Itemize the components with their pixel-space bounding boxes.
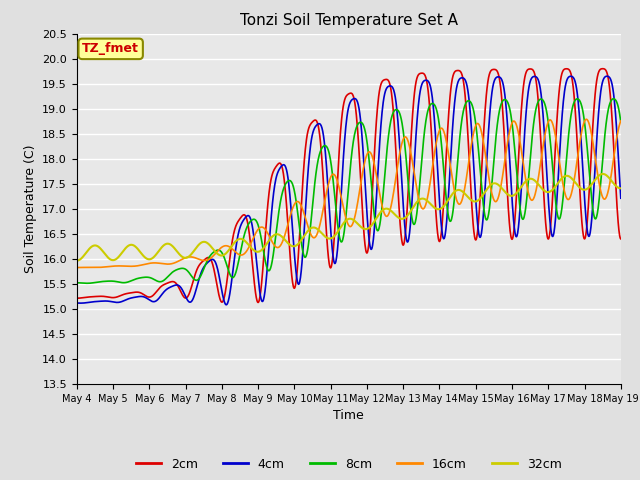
2cm (73, 295, 81, 301)
16cm (617, 118, 625, 124)
Legend: 2cm, 4cm, 8cm, 16cm, 32cm: 2cm, 4cm, 8cm, 16cm, 32cm (131, 453, 567, 476)
8cm (433, 107, 440, 112)
32cm (599, 171, 607, 177)
16cm (73, 264, 81, 270)
8cm (617, 119, 625, 125)
4cm (569, 74, 577, 80)
16cm (287, 213, 294, 219)
4cm (617, 195, 625, 201)
16cm (193, 255, 201, 261)
8cm (522, 203, 530, 208)
2cm (287, 260, 294, 266)
Y-axis label: Soil Temperature (C): Soil Temperature (C) (24, 144, 36, 273)
2cm (599, 66, 607, 72)
4cm (223, 302, 230, 308)
4cm (604, 73, 611, 79)
8cm (73, 280, 81, 286)
Line: 4cm: 4cm (77, 76, 621, 305)
4cm (73, 300, 81, 306)
8cm (287, 178, 294, 184)
16cm (568, 186, 576, 192)
4cm (522, 111, 530, 117)
Line: 16cm: 16cm (77, 120, 621, 267)
4cm (433, 147, 440, 153)
4cm (300, 234, 308, 240)
2cm (569, 81, 577, 87)
Line: 32cm: 32cm (77, 174, 621, 261)
32cm (568, 176, 576, 182)
8cm (569, 103, 577, 109)
2cm (522, 70, 530, 75)
16cm (432, 141, 440, 147)
4cm (193, 284, 201, 289)
32cm (193, 244, 201, 250)
32cm (522, 179, 529, 184)
32cm (432, 206, 440, 212)
2cm (433, 217, 440, 223)
Line: 8cm: 8cm (77, 99, 621, 283)
8cm (610, 96, 618, 102)
32cm (287, 242, 294, 248)
16cm (300, 209, 307, 215)
Line: 2cm: 2cm (77, 69, 621, 302)
32cm (73, 258, 81, 264)
32cm (300, 234, 307, 240)
X-axis label: Time: Time (333, 409, 364, 422)
16cm (582, 117, 590, 122)
4cm (287, 201, 294, 206)
Text: TZ_fmet: TZ_fmet (82, 42, 139, 55)
2cm (300, 164, 308, 169)
32cm (617, 185, 625, 191)
2cm (254, 300, 262, 305)
8cm (300, 252, 308, 258)
2cm (617, 236, 625, 242)
2cm (193, 267, 201, 273)
16cm (522, 176, 529, 181)
8cm (84, 280, 92, 286)
Title: Tonzi Soil Temperature Set A: Tonzi Soil Temperature Set A (240, 13, 458, 28)
8cm (193, 277, 201, 283)
